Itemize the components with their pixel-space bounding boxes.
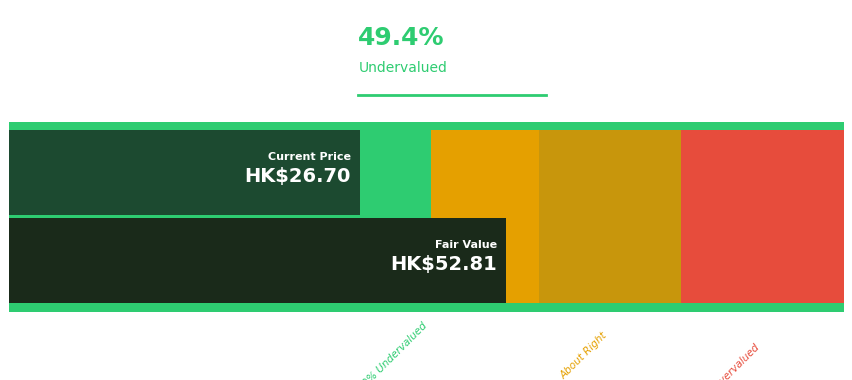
Text: 49.4%: 49.4% (358, 26, 444, 50)
Bar (9, 122, 430, 312)
Bar (538, 122, 681, 312)
Text: 20% Overvalued: 20% Overvalued (693, 342, 761, 380)
Bar (9, 218, 505, 303)
Text: Current Price: Current Price (268, 152, 351, 162)
Text: 20% Undervalued: 20% Undervalued (356, 321, 429, 380)
Text: Fair Value: Fair Value (435, 241, 497, 250)
Text: About Right: About Right (558, 331, 608, 380)
Text: HK$52.81: HK$52.81 (390, 255, 497, 274)
Bar (681, 122, 843, 312)
Text: HK$26.70: HK$26.70 (245, 167, 351, 186)
Bar (430, 122, 538, 312)
Bar (9, 122, 843, 130)
Bar (9, 303, 843, 312)
Text: Undervalued: Undervalued (358, 62, 446, 75)
Bar (9, 130, 360, 215)
